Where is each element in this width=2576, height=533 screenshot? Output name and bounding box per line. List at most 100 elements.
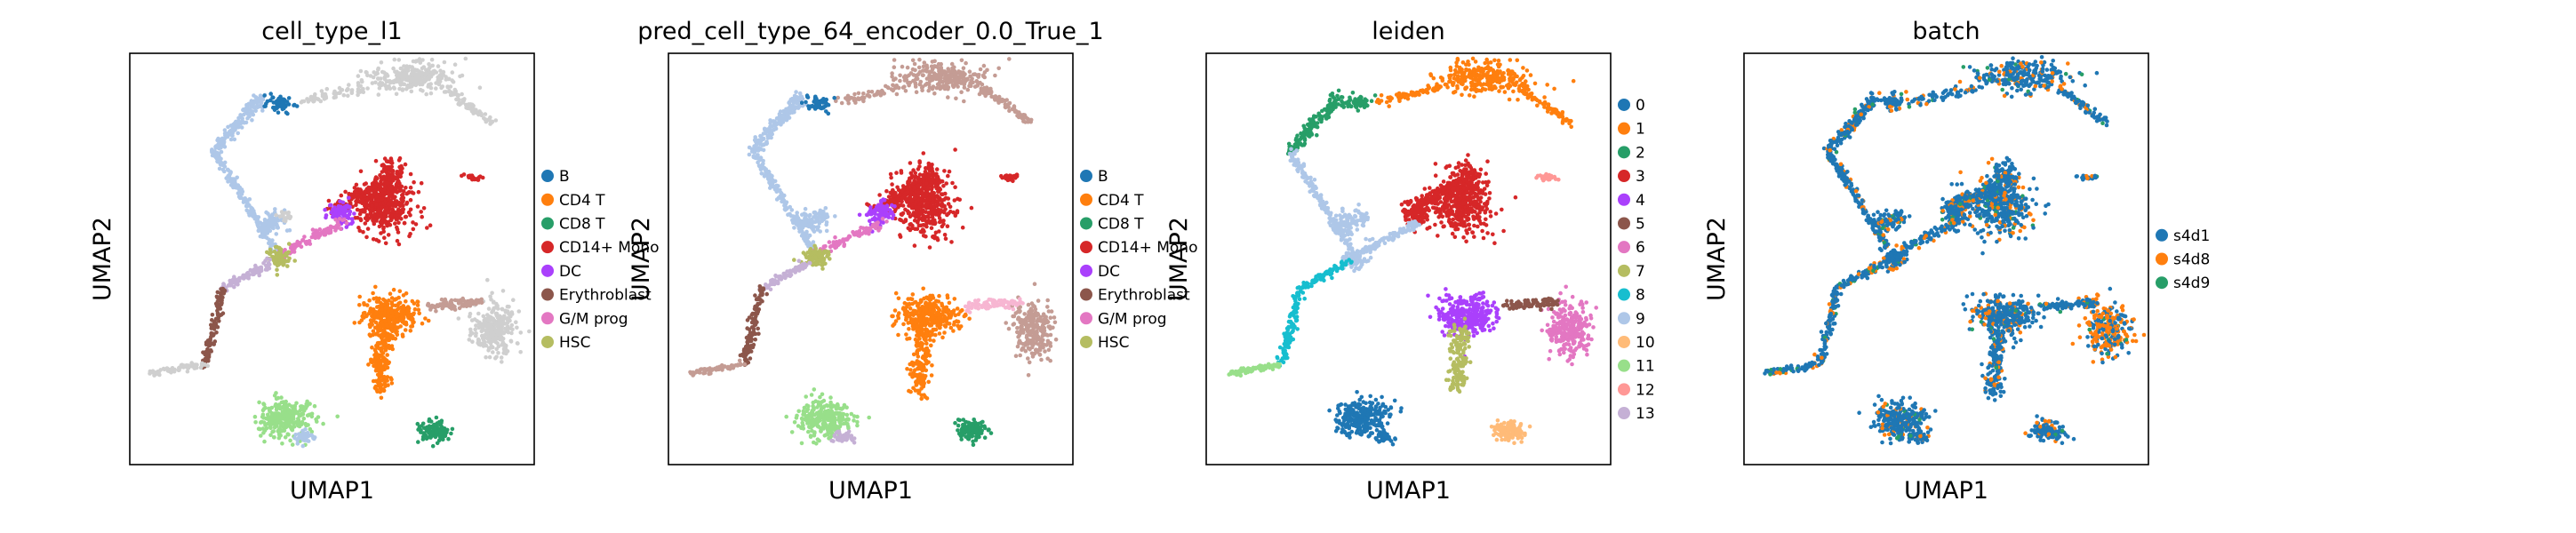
- umap-point: [820, 98, 824, 103]
- umap-point: [236, 195, 242, 199]
- umap-point: [279, 103, 284, 108]
- umap-point: [428, 434, 433, 438]
- umap-point: [278, 405, 284, 410]
- umap-point: [494, 330, 500, 334]
- umap-point: [500, 360, 504, 364]
- umap-point: [806, 240, 811, 244]
- umap-point: [260, 108, 265, 113]
- umap-point: [399, 210, 404, 214]
- umap-point: [268, 257, 273, 262]
- umap-point: [942, 169, 947, 173]
- umap-point: [890, 71, 894, 76]
- umap-point: [446, 436, 451, 442]
- umap-point: [846, 97, 852, 102]
- umap-point: [1000, 97, 1004, 102]
- umap-point: [404, 74, 408, 79]
- umap-point: [285, 413, 291, 418]
- legend-marker: [541, 217, 554, 230]
- umap-point: [264, 235, 269, 241]
- umap-point: [375, 176, 380, 181]
- umap-point: [381, 229, 387, 235]
- umap-point: [773, 123, 778, 128]
- umap-point: [264, 101, 268, 106]
- umap-point: [252, 267, 256, 273]
- umap-point: [326, 198, 332, 203]
- umap-point: [284, 259, 290, 264]
- umap-point: [496, 351, 500, 355]
- umap-point: [900, 64, 905, 69]
- umap-point: [284, 424, 289, 429]
- umap-point: [377, 383, 382, 388]
- umap-point: [898, 78, 902, 84]
- umap-point: [341, 209, 347, 214]
- umap-point: [357, 303, 362, 307]
- umap-point: [176, 368, 181, 373]
- umap-point: [276, 395, 281, 401]
- umap-point: [959, 75, 964, 80]
- umap-point: [396, 301, 401, 306]
- umap-point: [937, 80, 942, 85]
- umap-point: [489, 317, 494, 322]
- umap-point: [291, 409, 296, 414]
- umap-point: [949, 61, 955, 67]
- umap-point: [503, 345, 508, 350]
- umap-point: [771, 119, 776, 123]
- umap-point: [404, 87, 409, 91]
- umap-point: [333, 92, 339, 97]
- umap-point: [319, 89, 324, 93]
- umap-point: [219, 287, 223, 291]
- umap-point: [400, 88, 405, 92]
- umap-point: [962, 99, 966, 104]
- umap-point: [876, 89, 880, 94]
- umap-point: [286, 102, 292, 107]
- umap-point: [373, 80, 378, 85]
- umap-point: [380, 69, 385, 75]
- umap-point: [484, 354, 488, 360]
- umap-point: [895, 185, 900, 190]
- umap-point: [401, 82, 405, 86]
- umap-point: [241, 107, 245, 113]
- umap-point: [812, 210, 818, 215]
- umap-point: [450, 70, 455, 75]
- umap-point: [500, 289, 506, 293]
- umap-point: [397, 289, 403, 294]
- umap-point: [293, 420, 298, 425]
- umap-point: [764, 171, 768, 177]
- umap-point: [968, 74, 972, 79]
- umap-point: [420, 58, 425, 62]
- umap-point: [377, 192, 382, 197]
- umap-point: [375, 345, 380, 350]
- umap-point: [963, 72, 967, 76]
- umap-point: [359, 318, 364, 322]
- umap-point: [969, 84, 973, 89]
- umap-point: [360, 314, 365, 319]
- umap-point: [917, 159, 922, 163]
- umap-point: [370, 203, 374, 208]
- umap-point: [388, 218, 393, 223]
- umap-point: [332, 95, 337, 100]
- umap-point: [910, 67, 916, 72]
- umap-point: [277, 245, 282, 251]
- umap-point: [488, 338, 492, 342]
- umap-point: [367, 298, 372, 303]
- umap-point: [468, 314, 472, 319]
- umap-point: [929, 226, 934, 230]
- umap-point: [927, 183, 932, 187]
- umap-point: [924, 224, 929, 229]
- umap-point: [379, 60, 384, 65]
- umap-point: [884, 219, 889, 224]
- umap-point: [370, 195, 375, 200]
- umap-point: [996, 66, 1001, 71]
- umap-point: [232, 179, 236, 183]
- umap-point: [381, 386, 386, 392]
- umap-point: [396, 312, 402, 317]
- umap-point: [461, 98, 467, 103]
- umap-point: [384, 322, 389, 328]
- umap-point: [892, 204, 897, 209]
- umap-point: [412, 77, 418, 83]
- umap-point: [834, 240, 839, 244]
- umap-point: [430, 443, 436, 449]
- umap-point: [778, 109, 783, 114]
- umap-point: [346, 93, 350, 99]
- umap-point: [240, 118, 244, 123]
